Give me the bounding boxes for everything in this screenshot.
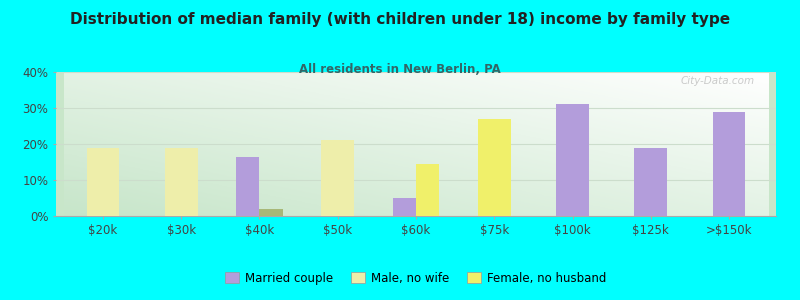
Legend: Married couple, Male, no wife, Female, no husband: Married couple, Male, no wife, Female, n… <box>221 267 611 289</box>
Bar <box>322 140 354 216</box>
Bar <box>86 148 119 216</box>
Bar <box>165 148 198 216</box>
Bar <box>393 198 416 216</box>
Bar <box>259 209 282 216</box>
Bar <box>236 157 259 216</box>
Bar <box>478 119 510 216</box>
Text: All residents in New Berlin, PA: All residents in New Berlin, PA <box>299 63 501 76</box>
Bar <box>416 164 439 216</box>
Text: Distribution of median family (with children under 18) income by family type: Distribution of median family (with chil… <box>70 12 730 27</box>
Text: City-Data.com: City-Data.com <box>680 76 754 86</box>
Bar <box>634 148 667 216</box>
Bar <box>713 112 746 216</box>
Bar <box>556 104 589 216</box>
